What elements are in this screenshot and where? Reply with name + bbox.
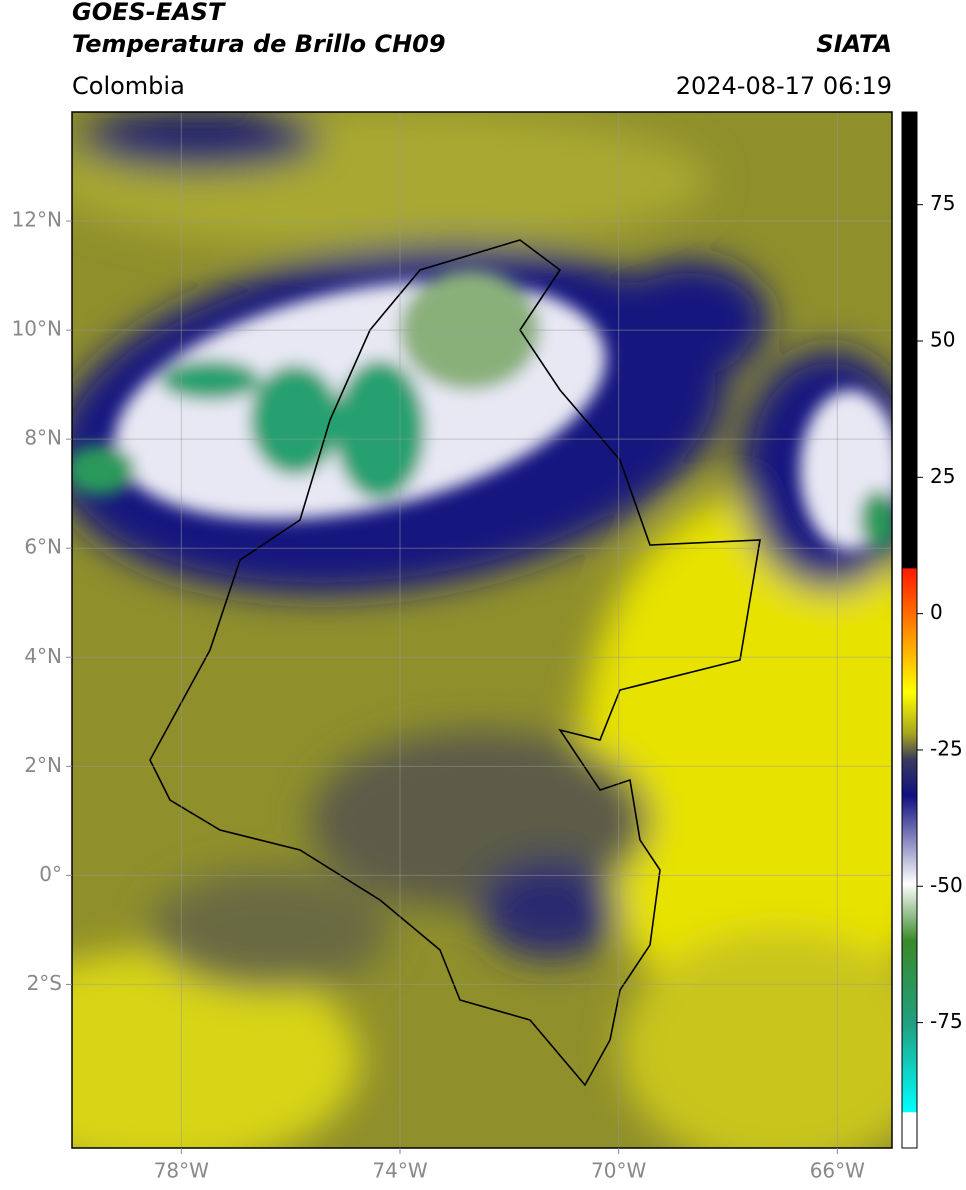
y-tick-label: 10°N [12,317,62,341]
y-tick-label: 6°N [24,535,62,559]
y-tick-label: 2°S [27,971,62,995]
subtitle: Temperatura de Brillo CH09 [72,30,446,58]
y-tick-label: 4°N [24,644,62,668]
colorbar-tick-label: 75 [930,191,955,215]
colorbar-tick-label: -50 [930,873,963,897]
x-tick-label: 70°W [591,1159,646,1183]
imagery [72,112,892,1148]
source: SIATA [816,30,892,58]
y-tick-label: 2°N [24,753,62,777]
datetime: 2024-08-17 06:19 [676,72,892,100]
country-border [149,239,761,1087]
colorbar [901,111,918,1149]
colorbar-tick-label: 25 [930,464,955,488]
colorbar-tick-label: 50 [930,328,955,352]
x-tick-label: 66°W [810,1159,865,1183]
title: GOES-EAST [72,0,226,26]
y-tick-label: 0° [39,862,62,886]
map-frame [71,111,893,1149]
region: Colombia [72,72,185,100]
colorbar-tick-label: -25 [930,736,963,760]
colorbar-tick-label: -75 [930,1009,963,1033]
x-tick-label: 74°W [372,1159,427,1183]
colorbar-tick-label: 0 [930,600,943,624]
x-tick-label: 78°W [154,1159,209,1183]
y-tick-label: 12°N [12,208,62,232]
y-tick-label: 8°N [24,426,62,450]
